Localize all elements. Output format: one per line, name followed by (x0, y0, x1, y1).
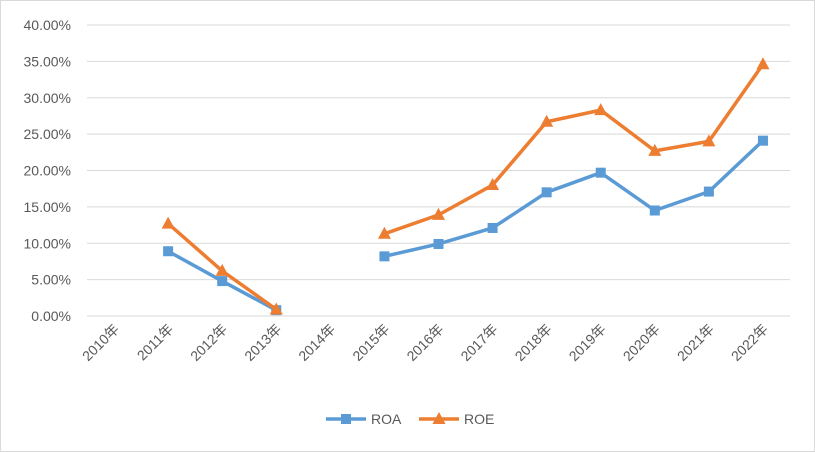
series-line (382, 62, 765, 236)
x-tick-label: 2019年 (566, 321, 609, 364)
data-point (269, 302, 283, 315)
x-tick-label: 2020年 (620, 321, 663, 364)
gridlines (87, 24, 790, 317)
data-point (432, 207, 445, 220)
legend-label: ROA (371, 411, 402, 427)
y-tick-label: 5.00% (31, 272, 71, 288)
x-tick-label: 2010年 (79, 321, 122, 364)
y-tick-label: 35.00% (24, 53, 71, 69)
data-point (702, 134, 716, 147)
series-lines (161, 57, 770, 316)
x-tick-label: 2015年 (349, 321, 392, 364)
legend-item-roa: ROA (326, 411, 402, 427)
legend: ROA ROE (326, 411, 494, 427)
x-tick-label: 2016年 (403, 321, 446, 364)
y-axis-tick-labels: 0.00% 5.00% 10.00% 15.00% 20.00% 25.00% 30.00%… (24, 17, 71, 324)
data-point (486, 178, 500, 191)
x-tick-label: 2013年 (241, 321, 284, 364)
series-roa (163, 135, 768, 316)
x-tick-label: 2012年 (187, 321, 230, 364)
series-line (382, 138, 765, 259)
data-point (161, 216, 175, 229)
legend-item-roe: ROE (419, 411, 494, 427)
data-point (341, 414, 351, 424)
series-roe (161, 57, 770, 315)
x-axis-tick-labels: 2010年 2011年 2012年 2013年 2014年 2015年 2016年 2017年… (79, 321, 771, 364)
y-tick-label: 15.00% (24, 199, 71, 215)
data-point (217, 276, 228, 287)
data-point (379, 251, 390, 262)
data-point (757, 135, 768, 146)
x-tick-label: 2017年 (457, 321, 500, 364)
legend-label: ROE (464, 411, 494, 427)
x-tick-label: 2022年 (728, 321, 771, 364)
x-tick-label: 2018年 (512, 321, 555, 364)
y-tick-label: 10.00% (24, 235, 71, 251)
data-point (648, 143, 662, 156)
x-tick-label: 2011年 (134, 321, 177, 364)
y-tick-label: 0.00% (31, 308, 71, 324)
data-point (540, 114, 554, 127)
data-point (595, 167, 606, 178)
x-tick-label: 2021年 (674, 321, 717, 364)
data-point (594, 103, 608, 116)
data-point (377, 226, 391, 239)
x-tick-label: 2014年 (295, 321, 338, 364)
data-point (433, 238, 444, 249)
y-tick-label: 40.00% (24, 17, 71, 33)
y-tick-label: 25.00% (24, 126, 71, 142)
data-point (432, 412, 446, 424)
data-point (541, 187, 552, 198)
data-point (163, 246, 174, 257)
data-point (649, 205, 660, 216)
data-point (756, 57, 770, 70)
data-point (215, 263, 229, 276)
data-point (703, 186, 714, 197)
y-tick-label: 30.00% (24, 90, 71, 106)
data-point (487, 222, 498, 233)
y-tick-label: 20.00% (24, 163, 71, 179)
